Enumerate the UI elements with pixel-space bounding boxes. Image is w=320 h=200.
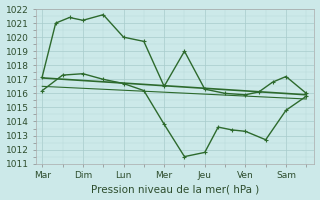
X-axis label: Pression niveau de la mer( hPa ): Pression niveau de la mer( hPa )	[91, 184, 260, 194]
